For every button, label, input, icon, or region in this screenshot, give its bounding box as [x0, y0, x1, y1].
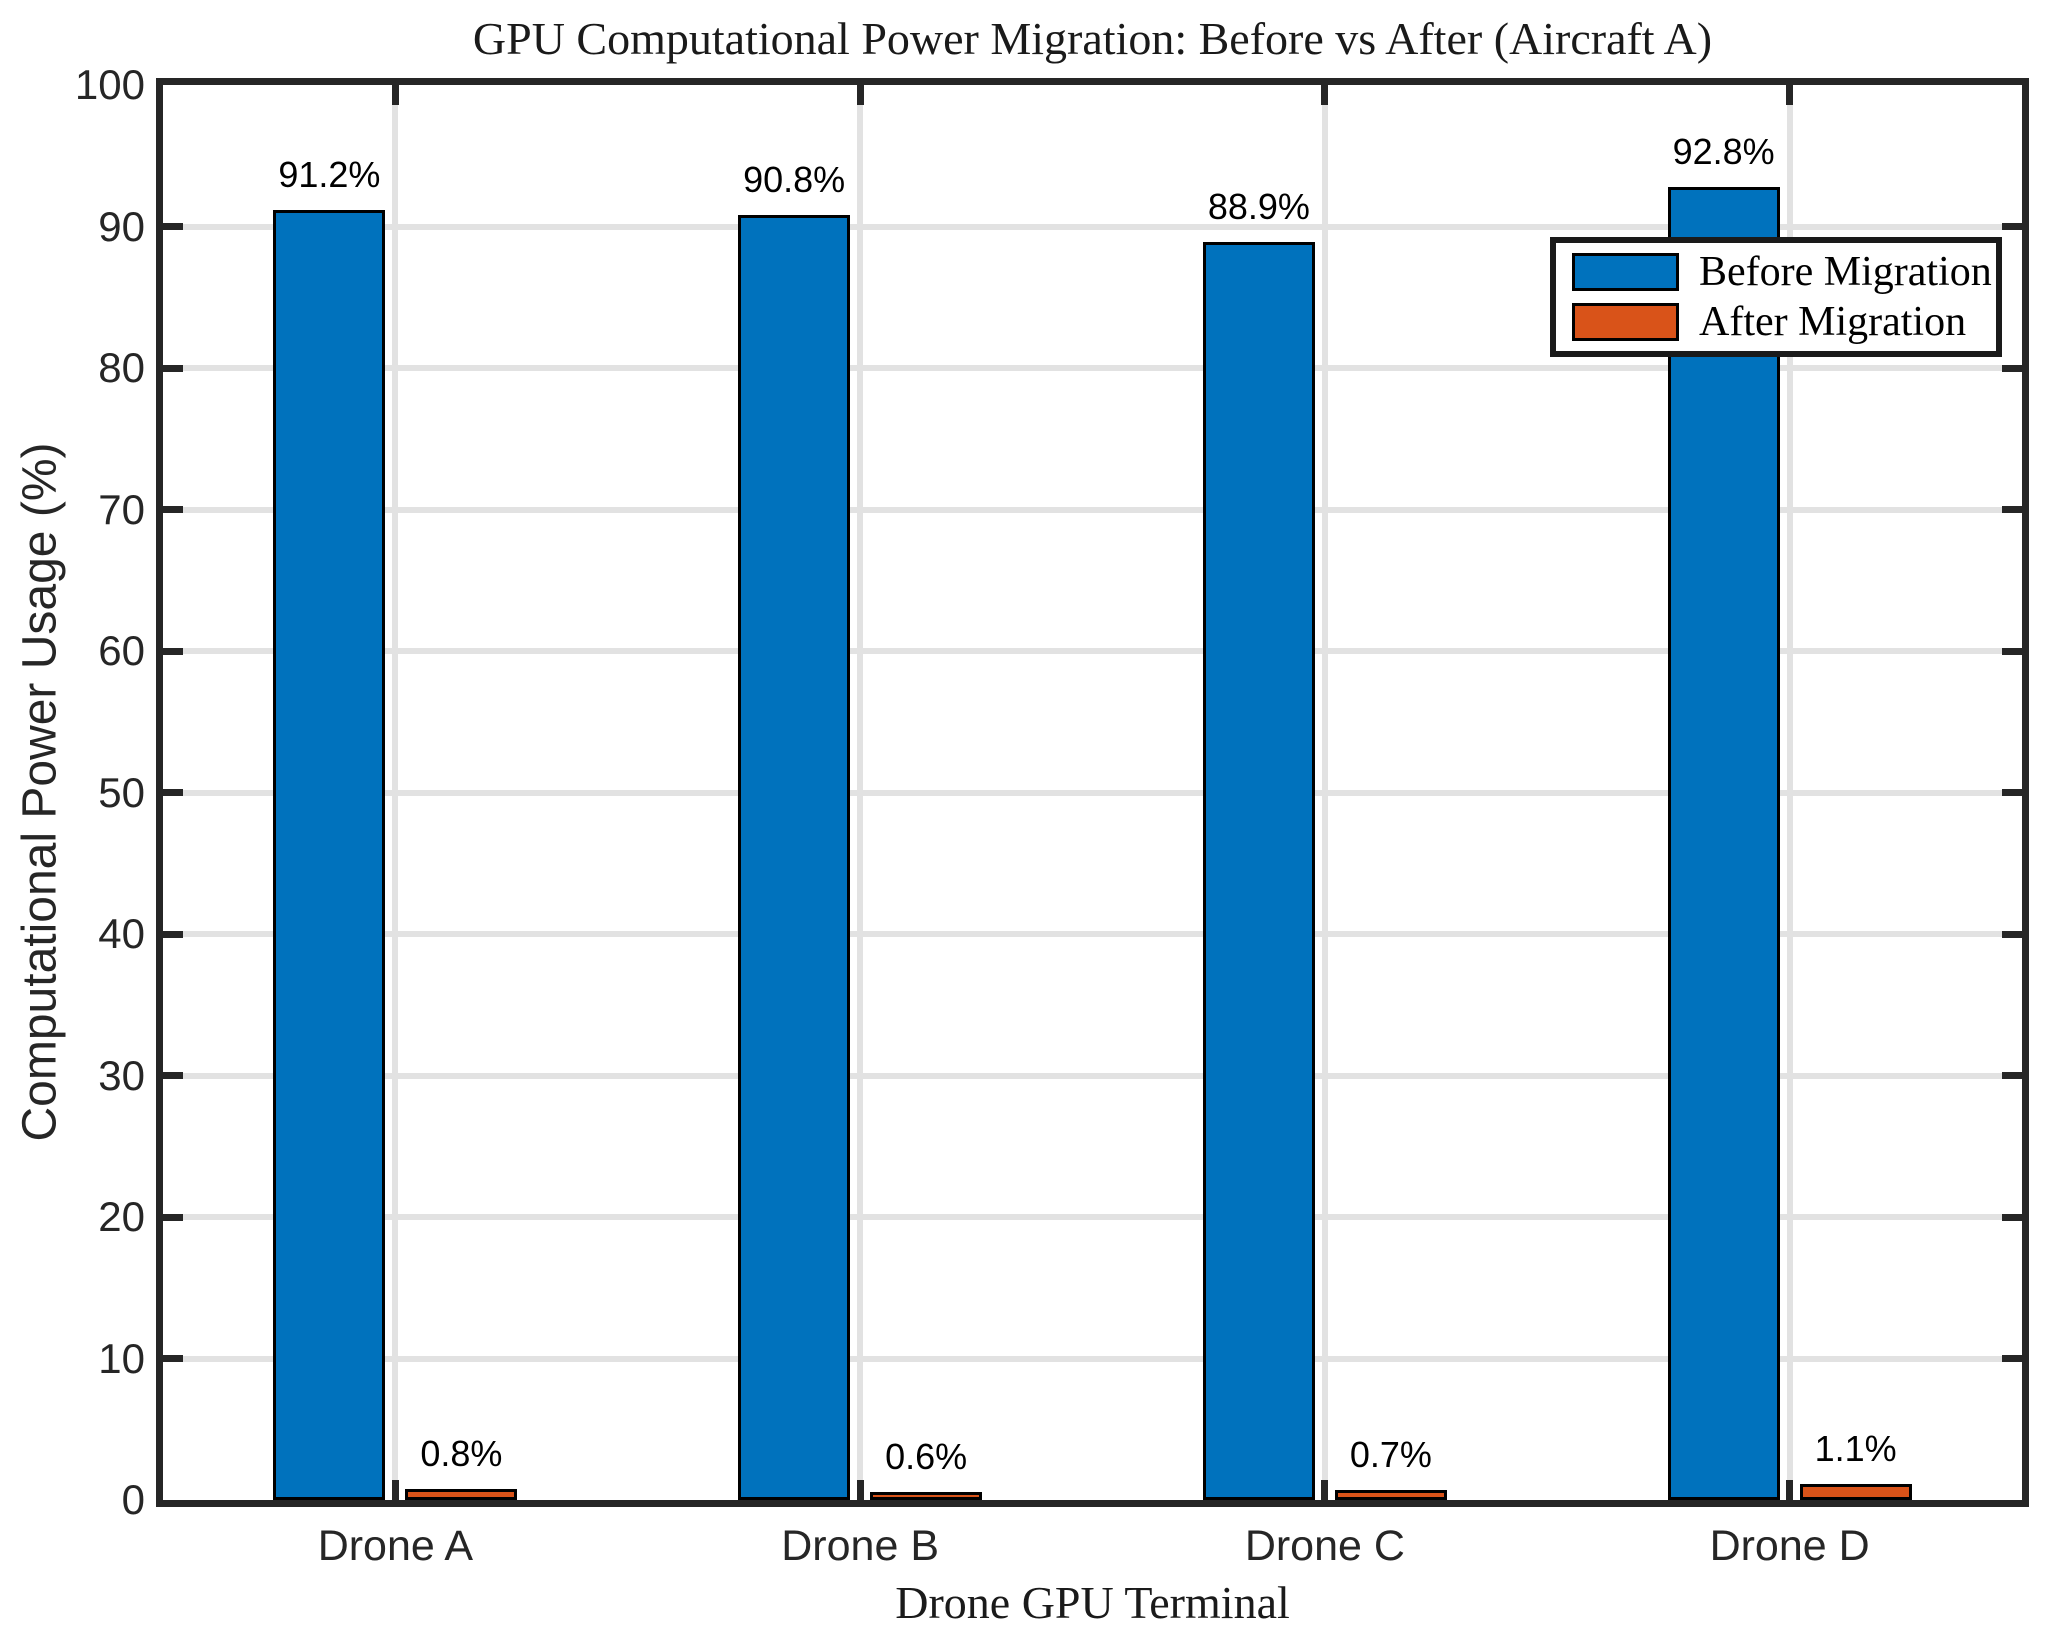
bar-value-label: 1.1%: [1814, 1428, 1897, 1470]
bar-value-label: 88.9%: [1207, 186, 1310, 228]
legend-label-before: Before Migration: [1699, 249, 1992, 296]
y-tick-label: 20: [98, 1193, 145, 1240]
gridline-horizontal: [163, 789, 2022, 796]
legend-entry-before: Before Migration: [1572, 248, 1992, 296]
x-tick-mark-bottom: [1786, 1480, 1794, 1500]
bar-before-migration: [1667, 186, 1780, 1500]
y-tick-mark-right: [2002, 506, 2022, 513]
y-tick-mark-right: [2002, 223, 2022, 230]
y-tick-label: 60: [98, 627, 145, 674]
y-tick-mark-left: [163, 930, 183, 938]
y-tick-label: 80: [98, 344, 145, 391]
y-tick-label: 40: [98, 910, 145, 957]
y-tick-label: 10: [98, 1334, 145, 1382]
y-tick-mark-left: [163, 789, 183, 796]
y-tick-mark-left: [163, 1213, 183, 1221]
y-tick-mark-left: [163, 647, 183, 655]
y-tick-mark-right: [2002, 1213, 2022, 1221]
y-tick-mark-right: [2002, 647, 2022, 655]
gridline-horizontal: [163, 1355, 2022, 1362]
bar-before-migration: [273, 209, 386, 1500]
gridline-horizontal: [163, 1214, 2022, 1220]
x-tick-mark-top: [391, 85, 399, 105]
legend-swatch-after-icon: [1572, 302, 1679, 341]
chart-title: GPU Computational Power Migration: Befor…: [472, 13, 1713, 64]
gridline-horizontal: [163, 223, 2022, 230]
x-tick-mark-bottom: [1321, 1480, 1329, 1500]
x-tick-mark-bottom: [856, 1480, 864, 1500]
bar-value-label: 0.7%: [1349, 1434, 1432, 1476]
legend-swatch-before-icon: [1572, 253, 1679, 292]
x-tick-mark-top: [1321, 85, 1329, 105]
gridline-horizontal: [163, 931, 2022, 937]
bar-after-migration: [1334, 1490, 1447, 1500]
gridline-vertical: [1321, 85, 1328, 1500]
bar-after-migration: [405, 1488, 518, 1500]
y-tick-mark-right: [2002, 364, 2022, 372]
y-tick-mark-right: [2002, 1355, 2022, 1362]
x-tick-mark-top: [856, 85, 864, 105]
gridline-vertical: [392, 85, 399, 1500]
y-tick-mark-left: [163, 364, 183, 372]
y-tick-mark-right: [2002, 789, 2022, 796]
y-tick-label: 0: [121, 1476, 145, 1523]
legend: Before Migration After Migration: [1550, 237, 2002, 357]
legend-label-after: After Migration: [1699, 298, 1967, 345]
bar-before-migration: [738, 215, 851, 1500]
gridline-vertical: [857, 85, 864, 1500]
y-tick-mark-left: [163, 1355, 183, 1362]
x-tick-label: Drone C: [1244, 1522, 1405, 1570]
bar-value-label: 92.8%: [1672, 130, 1775, 172]
y-tick-label: 70: [98, 485, 145, 533]
bar-value-label: 91.2%: [278, 153, 381, 195]
bar-after-migration: [870, 1491, 983, 1500]
gridline-horizontal: [163, 648, 2022, 654]
y-tick-label: 50: [98, 768, 145, 816]
x-tick-label: Drone A: [317, 1522, 474, 1570]
y-tick-label: 30: [98, 1051, 145, 1099]
x-tick-label: Drone D: [1709, 1522, 1870, 1570]
bar-value-label: 0.6%: [885, 1435, 968, 1477]
bar-before-migration: [1202, 242, 1315, 1500]
y-tick-mark-left: [163, 223, 183, 230]
gridline-horizontal: [163, 1072, 2022, 1079]
plot-area: Before Migration After Migration 91.2% 90…: [156, 78, 2029, 1507]
bar-value-label: 0.8%: [420, 1432, 503, 1474]
x-tick-label: Drone B: [781, 1522, 939, 1570]
y-tick-mark-right: [2002, 930, 2022, 938]
bar-after-migration: [1799, 1484, 1912, 1500]
legend-entry-after: After Migration: [1572, 298, 1986, 346]
x-axis-label: Drone GPU Terminal: [895, 1577, 1290, 1628]
bar-value-label: 90.8%: [743, 159, 846, 201]
gridline-horizontal: [163, 365, 2022, 371]
gridline-horizontal: [163, 506, 2022, 513]
y-tick-mark-left: [163, 1072, 183, 1079]
y-tick-mark-left: [163, 506, 183, 513]
y-tick-label: 100: [74, 61, 145, 108]
y-tick-label: 90: [98, 202, 145, 250]
gridline-vertical: [1786, 85, 1793, 1500]
x-tick-mark-top: [1786, 85, 1794, 105]
x-tick-mark-bottom: [391, 1480, 399, 1500]
y-tick-mark-right: [2002, 1072, 2022, 1079]
